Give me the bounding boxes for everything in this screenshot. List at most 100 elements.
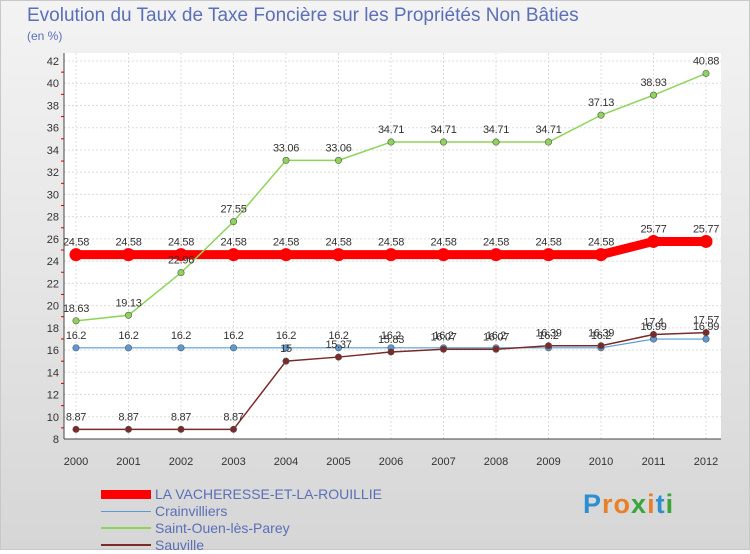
x-tick-label: 2007 — [431, 456, 455, 468]
series-point-0 — [542, 248, 555, 262]
legend-swatch — [101, 544, 151, 546]
data-label: 16.2 — [171, 330, 191, 342]
data-label: 27.55 — [220, 204, 246, 216]
legend-label: LA VACHERESSE-ET-LA-ROUILLIE — [155, 486, 382, 502]
data-label: 24.58 — [63, 237, 89, 249]
x-tick-label: 2009 — [536, 456, 560, 468]
legend-swatch — [101, 490, 151, 499]
data-label: 38.93 — [640, 77, 666, 89]
data-label: 34.71 — [535, 124, 561, 136]
data-label: 16.07 — [430, 331, 456, 343]
series-point-2 — [177, 269, 185, 277]
data-label: 24.58 — [378, 237, 404, 249]
series-point-2 — [282, 156, 290, 164]
data-label: 25.77 — [640, 223, 666, 235]
y-tick-label: 24 — [47, 256, 59, 268]
data-label: 16.2 — [538, 330, 558, 342]
data-label: 16.2 — [223, 330, 243, 342]
series-point-0 — [174, 248, 188, 262]
data-label: 24.58 — [115, 237, 141, 249]
x-tick-label: 2001 — [116, 456, 140, 468]
y-tick-label: 28 — [47, 212, 59, 224]
series-point-3 — [597, 342, 605, 350]
series-point-0 — [69, 248, 83, 262]
series-point-3 — [439, 345, 447, 353]
y-tick-label: 18 — [47, 323, 59, 335]
series-point-0 — [437, 248, 450, 262]
x-tick-label: 2006 — [379, 456, 403, 468]
data-label: 33.06 — [273, 142, 299, 154]
series-point-2 — [334, 156, 342, 164]
x-tick-label: 2004 — [274, 456, 298, 468]
data-label: 16.2 — [118, 330, 138, 342]
logo-letter: i — [665, 489, 675, 519]
legend-label: Sauville — [155, 537, 205, 553]
data-label: 16.99 — [640, 321, 666, 333]
data-label: 40.88 — [693, 55, 719, 67]
series-point-3 — [72, 425, 80, 433]
data-label: 8.87 — [223, 411, 243, 423]
logo-letter: o — [613, 489, 632, 519]
data-label: 19.13 — [115, 297, 141, 309]
series-point-1 — [334, 344, 342, 352]
y-tick-label: 38 — [47, 100, 59, 112]
x-tick-label: 2008 — [484, 456, 508, 468]
data-label: 15.37 — [325, 339, 351, 351]
series-point-2 — [544, 138, 552, 146]
data-label: 24.58 — [483, 237, 509, 249]
data-label: 16.2 — [328, 330, 348, 342]
data-label: 16.2 — [486, 330, 506, 342]
data-label: 17.4 — [643, 316, 663, 328]
series-point-3 — [387, 348, 395, 356]
series-point-2 — [230, 218, 238, 226]
y-unit-label: (en %) — [27, 29, 63, 43]
data-label: 16.2 — [66, 330, 86, 342]
data-label: 34.71 — [430, 124, 456, 136]
series-point-3 — [702, 329, 710, 337]
proxiti-logo: Proxiti — [583, 489, 674, 520]
data-label: 17.57 — [693, 315, 719, 327]
data-label: 24.58 — [535, 237, 561, 249]
data-label: 24.58 — [220, 237, 246, 249]
series-point-0 — [332, 248, 345, 262]
x-tick-label: 2010 — [589, 456, 613, 468]
series-point-0 — [122, 248, 135, 262]
series-point-1 — [125, 344, 133, 352]
y-tick-label: 42 — [47, 56, 59, 68]
data-label: 16.07 — [483, 331, 509, 343]
series-point-2 — [72, 317, 80, 325]
data-label: 24.58 — [325, 237, 351, 249]
y-tick-label: 40 — [47, 78, 59, 90]
series-point-2 — [492, 138, 500, 146]
data-label: 33.06 — [325, 142, 351, 154]
series-point-0 — [384, 248, 398, 262]
series-point-1 — [177, 344, 185, 352]
data-label: 16.2 — [433, 330, 453, 342]
series-point-1 — [282, 344, 290, 352]
data-label: 34.71 — [483, 124, 509, 136]
data-label: 8.87 — [118, 411, 138, 423]
series-point-3 — [125, 425, 133, 433]
y-tick-label: 34 — [47, 145, 59, 157]
series-point-3 — [177, 425, 185, 433]
series-point-0 — [489, 248, 503, 262]
series-point-2 — [387, 138, 395, 146]
data-label: 18.63 — [63, 303, 89, 315]
series-point-0 — [594, 248, 608, 262]
x-tick-label: 2012 — [694, 456, 718, 468]
legend-label: Saint-Ouen-lès-Parey — [155, 520, 290, 536]
y-tick-label: 20 — [47, 301, 59, 313]
series-point-3 — [282, 357, 290, 365]
logo-letter: t — [655, 489, 666, 519]
series-point-2 — [702, 69, 710, 77]
y-tick-label: 8 — [53, 434, 59, 446]
series-point-2 — [597, 111, 605, 119]
series-point-3 — [230, 425, 238, 433]
data-label: 8.87 — [171, 411, 191, 423]
data-label: 15.83 — [378, 334, 404, 346]
series-point-3 — [544, 342, 552, 350]
y-tick-label: 16 — [47, 345, 59, 357]
logo-letter: x — [631, 489, 648, 519]
y-tick-label: 12 — [47, 390, 59, 402]
